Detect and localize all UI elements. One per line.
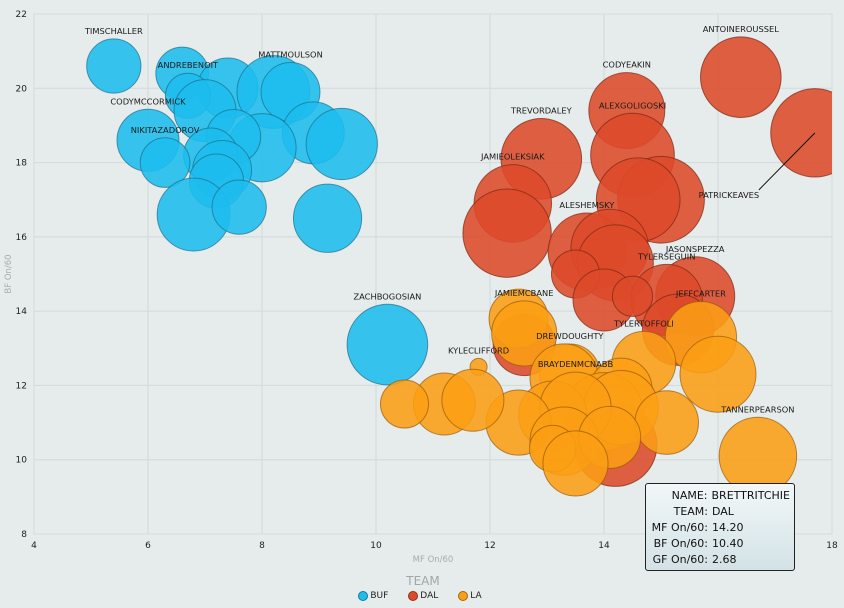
bubble-label: DREWDOUGHTY <box>536 331 604 341</box>
y-tick-label: 20 <box>16 84 28 94</box>
tooltip: NAME: BRETTRITCHIE TEAM: DAL MF On/60: 1… <box>645 483 795 571</box>
bubble-label: TREVORDALEY <box>510 106 573 116</box>
bubble-label: ALESHEMSKY <box>559 200 615 210</box>
bubble-dal[interactable] <box>462 188 552 278</box>
bubble-dal-antoineroussel[interactable] <box>700 36 782 118</box>
bubble-label: TIMSCHALLER <box>84 26 143 36</box>
bubble-label: ANTOINEROUSSEL <box>703 24 780 34</box>
x-tick-label: 4 <box>31 541 37 551</box>
legend-label: DAL <box>420 591 439 601</box>
bubble-chart: 4 6 8 10 12 14 16 18 8 10 12 14 16 18 20 22 TIMSCHALLE… <box>4 10 844 565</box>
x-tick-label: 10 <box>370 541 382 551</box>
y-tick-label: 12 <box>16 381 27 391</box>
bubble-label: JEFFCARTER <box>675 288 726 298</box>
tooltip-key: BF On/60: <box>653 537 708 550</box>
tooltip-value: 2.68 <box>712 553 737 566</box>
bubble-label: PATRICKEAVES <box>699 190 760 200</box>
bubble-la[interactable] <box>634 390 699 455</box>
legend: TEAM BUF DAL LA <box>0 574 844 601</box>
bubble-buf-timschaller[interactable] <box>86 38 142 94</box>
bubble-label: CODYMCCORMICK <box>110 96 186 106</box>
bubble-buf-zachbogosian[interactable] <box>346 303 429 386</box>
tooltip-key: MF On/60: <box>651 521 708 534</box>
y-axis-title: BF On/60 <box>4 254 14 293</box>
legend-title: TEAM <box>406 574 440 588</box>
x-tick-label: 8 <box>259 541 265 551</box>
bubble-labels: TIMSCHALLER ANDREBENOIT MATTMOULSON CODYMCC… <box>84 24 816 414</box>
tooltip-key: NAME: <box>671 489 708 502</box>
tooltip-row-gf: GF On/60: 2.68 <box>650 552 790 568</box>
x-tick-label: 18 <box>826 541 838 551</box>
bubble-la-jamiemcbane[interactable] <box>491 300 558 367</box>
bubble-label: TYLERTOFFOLI <box>613 318 674 328</box>
bubble-label: KYLECLIFFORD <box>448 345 509 355</box>
tooltip-row-mf: MF On/60: 14.20 <box>650 520 790 536</box>
tooltip-key: TEAM: <box>673 505 708 518</box>
bubble-dal-patrickeaves[interactable] <box>770 88 844 178</box>
tooltip-row-name: NAME: BRETTRITCHIE <box>650 488 790 504</box>
bubble-label: JAMIEMCBANE <box>494 288 554 298</box>
bubble-la[interactable] <box>679 335 757 413</box>
y-axis-ticks: 8 10 12 14 16 18 20 22 <box>16 10 28 540</box>
label-leader-line <box>758 132 816 191</box>
bubble-label: JAMIEOLEKSIAK <box>480 152 545 162</box>
x-axis-title: MF On/60 <box>413 555 454 565</box>
tooltip-row-team: TEAM: DAL <box>650 504 790 520</box>
tooltip-value: BRETTRITCHIE <box>711 489 791 502</box>
x-tick-label: 12 <box>484 541 495 551</box>
bubble-label: TANNERPEARSON <box>720 404 794 414</box>
tooltip-value: DAL <box>712 505 734 518</box>
tooltip-value: 14.20 <box>712 521 744 534</box>
legend-item-dal[interactable]: DAL <box>408 591 438 601</box>
bubble-label: ALEXGOLIGOSKI <box>599 100 666 110</box>
bubble-buf[interactable] <box>292 183 363 253</box>
bubble-label: CODYEAKIN <box>603 60 651 70</box>
bubbles <box>86 36 844 497</box>
bubble-buf-nikitazadorov[interactable] <box>139 137 191 188</box>
bubble-buf[interactable] <box>305 107 378 181</box>
legend-label: LA <box>470 591 482 601</box>
bubble-buf[interactable] <box>211 179 267 235</box>
y-tick-label: 16 <box>16 233 28 243</box>
y-tick-label: 8 <box>21 530 27 540</box>
bubble-label: NIKITAZADOROV <box>131 125 200 135</box>
y-tick-label: 14 <box>16 307 28 317</box>
bubble-la[interactable] <box>441 368 505 432</box>
bubble-la[interactable] <box>379 379 430 429</box>
legend-swatch-icon <box>358 591 369 601</box>
legend-item-buf[interactable]: BUF <box>358 591 388 601</box>
tooltip-key: GF On/60: <box>652 553 708 566</box>
bubble-label: TYLERSEGUIN <box>637 251 695 261</box>
legend-item-la[interactable]: LA <box>458 591 482 601</box>
y-tick-label: 22 <box>16 10 27 20</box>
bubble-label: JASONSPEZZA <box>665 244 725 254</box>
legend-items: BUF DAL LA <box>0 591 844 601</box>
bubble-label: ZACHBOGOSIAN <box>353 291 421 301</box>
x-tick-label: 14 <box>598 541 610 551</box>
bubble-dal[interactable] <box>611 275 654 317</box>
x-tick-label: 6 <box>145 541 151 551</box>
legend-label: BUF <box>370 591 389 601</box>
y-tick-label: 18 <box>16 159 28 169</box>
bubble-label: MATTMOULSON <box>258 50 323 60</box>
bubble-la[interactable] <box>542 430 609 497</box>
y-tick-label: 10 <box>16 456 28 466</box>
legend-swatch-icon <box>408 591 419 601</box>
tooltip-value: 10.40 <box>712 537 744 550</box>
legend-swatch-icon <box>458 591 469 601</box>
tooltip-row-bf: BF On/60: 10.40 <box>650 536 790 552</box>
bubble-label: BRAYDENMCNABB <box>538 359 614 369</box>
bubble-label: ANDREBENOIT <box>158 60 219 70</box>
